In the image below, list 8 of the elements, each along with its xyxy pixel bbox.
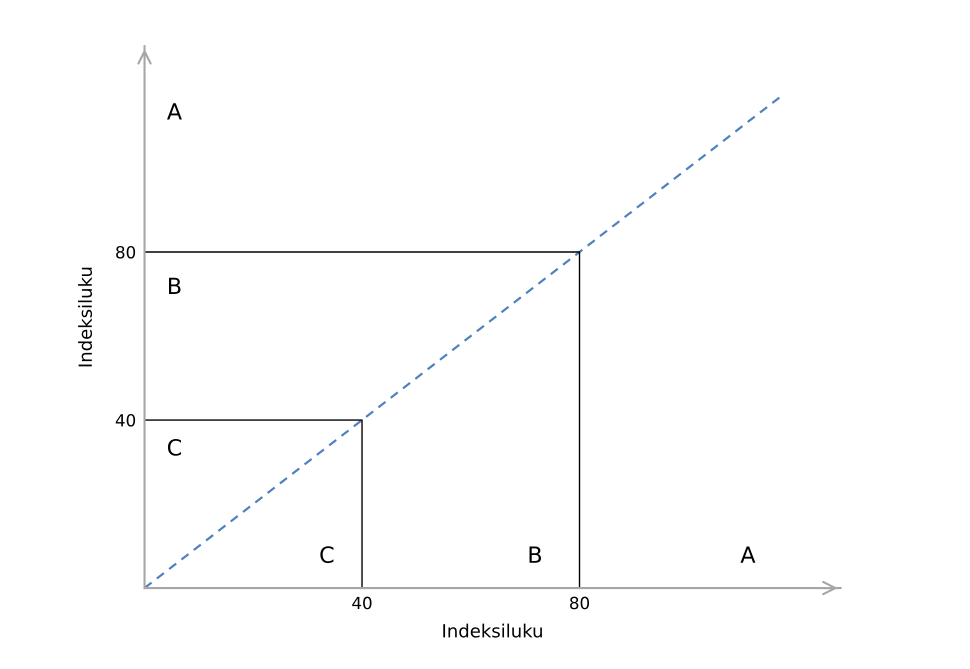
annotation: B (530, 546, 542, 563)
annotation: C (320, 546, 334, 564)
x-axis-title: Indeksiluku (443, 624, 542, 638)
annotation: A (740, 546, 756, 563)
y-axis-title: Indeksiluku (78, 268, 92, 366)
annotation: C (168, 438, 182, 456)
annotation: B (169, 278, 181, 294)
annotation: A (167, 103, 182, 120)
